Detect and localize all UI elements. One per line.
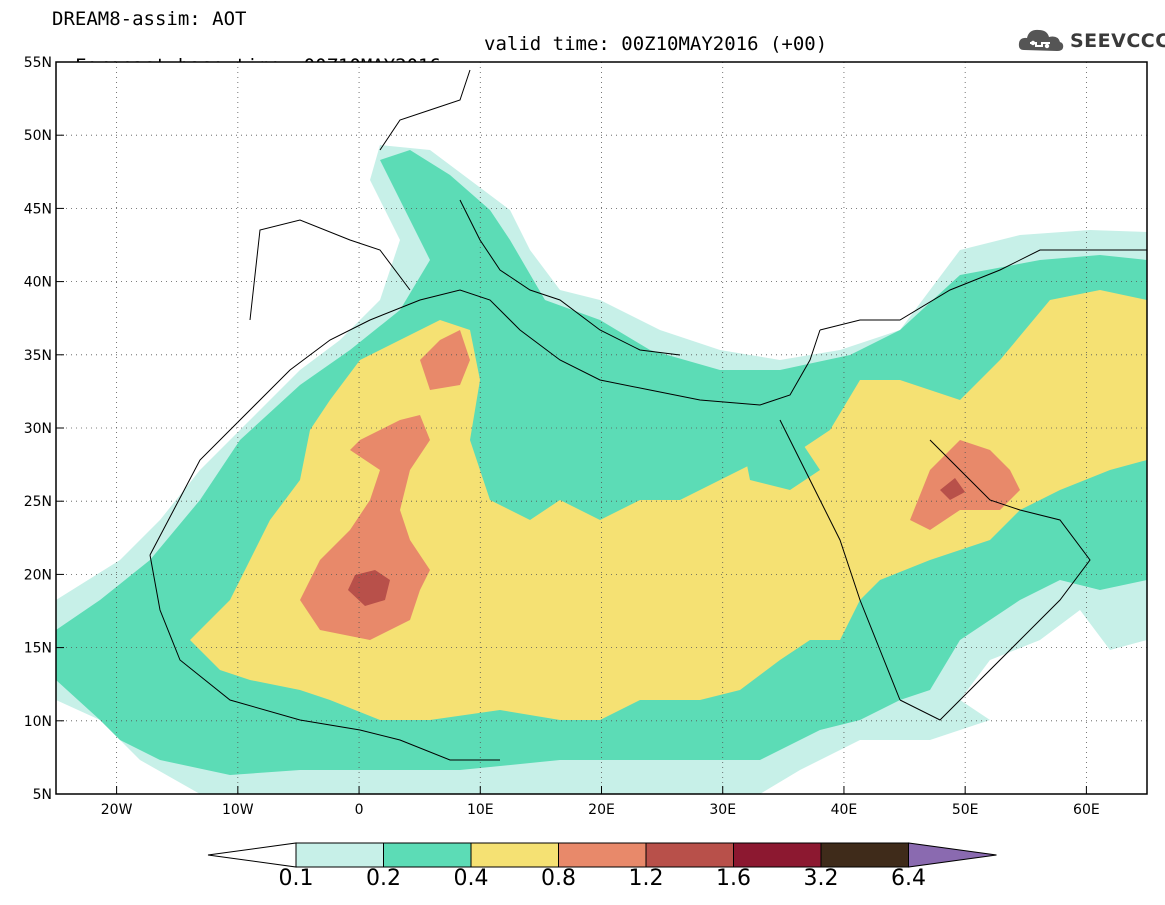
aot-contour-0.8-atlas xyxy=(420,330,470,390)
aot-contour-0.2-inner-2 xyxy=(740,430,820,490)
colorbar-level-label: 0.4 xyxy=(453,866,489,891)
colorbar-under-triangle xyxy=(207,842,297,868)
latitude-labels: 55N 50N 45N 40N 35N 30N 25N 20N 15N 10N 5N xyxy=(24,55,64,803)
lon-label: 60E xyxy=(1073,802,1100,818)
colorbar-over-triangle xyxy=(908,842,997,868)
colorbar-segment xyxy=(820,842,909,868)
colorbar-level-label: 1.2 xyxy=(628,866,664,891)
lon-label: 40E xyxy=(831,802,858,818)
lat-label: 35N xyxy=(24,348,52,364)
graticule xyxy=(56,62,1147,794)
lat-label: 40N xyxy=(24,275,52,291)
aot-contour-1.2-west xyxy=(348,570,390,606)
aot-contour-0.8-west xyxy=(300,415,430,640)
aot-contour-0.8-gulf xyxy=(910,440,1020,530)
lat-label: 10N xyxy=(24,714,52,730)
colorbar-level-label: 6.4 xyxy=(891,866,926,891)
map-title: DREAM8-assim: AOT xyxy=(52,8,247,30)
colorbar-segment xyxy=(558,842,647,868)
colorbar-level-label: 0.2 xyxy=(366,866,401,891)
lat-label: 25N xyxy=(24,494,52,510)
aot-contour-0.4 xyxy=(190,290,1147,720)
coastlines xyxy=(149,69,1147,761)
seevccc-logo: SEEVCCC xyxy=(1016,24,1165,58)
colorbar-level-label: 1.6 xyxy=(716,866,751,891)
colorbar-segment xyxy=(733,842,822,868)
lon-label: 10E xyxy=(467,802,494,818)
colorbar-segment xyxy=(645,842,734,868)
logo-text: SEEVCCC xyxy=(1070,30,1165,52)
colorbar-level-label: 0.8 xyxy=(541,866,576,891)
lat-label: 20N xyxy=(24,567,52,583)
lon-label: 20W xyxy=(101,802,133,818)
colorbar-level-label: 3.2 xyxy=(803,866,839,891)
lat-label: 50N xyxy=(24,128,52,144)
valid-time-text: valid time: 00Z10MAY2016 (+00) xyxy=(484,33,828,55)
aot-contour-1.2-gulf xyxy=(940,478,965,500)
lat-label: 15N xyxy=(24,641,52,657)
lon-label: 0 xyxy=(355,802,364,818)
lat-label: 55N xyxy=(24,55,52,71)
lon-label: 10W xyxy=(222,802,254,818)
lat-label: 30N xyxy=(24,421,52,437)
colorbar-segment xyxy=(295,842,384,868)
lat-label: 5N xyxy=(33,787,52,803)
lat-label: 45N xyxy=(24,201,52,217)
aot-contour-0.2-inner xyxy=(480,380,640,470)
longitude-labels: 20W 10W 0 10E 20E 30E 40E 50E 60E xyxy=(101,786,1100,818)
lon-label: 20E xyxy=(588,802,615,818)
colorbar-segment xyxy=(383,842,472,868)
colorbar-level-label: 0.1 xyxy=(278,866,314,891)
cloud-icon xyxy=(1018,29,1064,51)
colorbar-segment xyxy=(470,842,559,868)
colorbar xyxy=(207,842,997,868)
lon-label: 30E xyxy=(709,802,736,818)
lon-label: 50E xyxy=(952,802,979,818)
